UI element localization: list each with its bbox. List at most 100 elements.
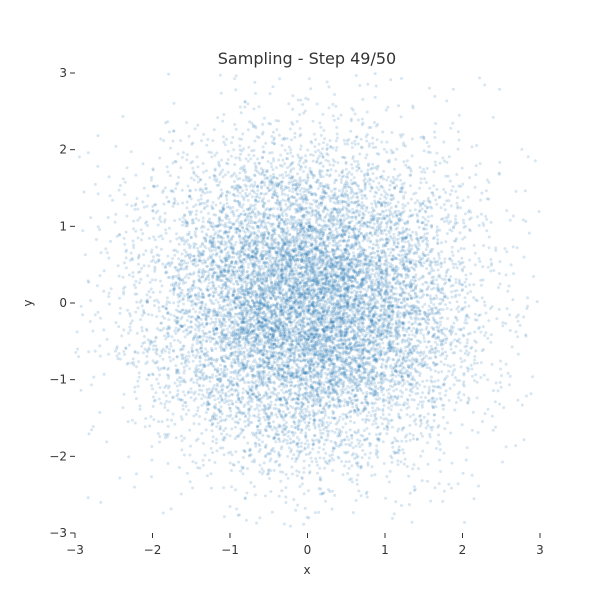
- scatter-point: [323, 339, 327, 343]
- scatter-point: [307, 77, 311, 81]
- scatter-point: [243, 346, 247, 350]
- scatter-point: [258, 463, 262, 467]
- scatter-point: [230, 235, 234, 239]
- scatter-point: [338, 434, 342, 438]
- scatter-point: [292, 440, 296, 444]
- scatter-point: [203, 260, 207, 264]
- scatter-point: [387, 273, 391, 277]
- scatter-point: [314, 241, 318, 245]
- scatter-point: [288, 524, 292, 528]
- scatter-point: [164, 231, 168, 235]
- scatter-point: [417, 225, 421, 229]
- scatter-point: [272, 303, 276, 307]
- scatter-point: [360, 377, 364, 381]
- scatter-point: [295, 120, 299, 124]
- scatter-point: [107, 295, 111, 299]
- scatter-point: [287, 446, 291, 450]
- scatter-point: [421, 251, 425, 255]
- scatter-point: [310, 383, 314, 387]
- scatter-point: [445, 269, 449, 273]
- scatter-point: [449, 332, 453, 336]
- scatter-point: [351, 336, 355, 340]
- scatter-point: [304, 197, 308, 201]
- scatter-point: [384, 108, 388, 112]
- scatter-point: [244, 518, 248, 522]
- scatter-point: [175, 394, 179, 398]
- scatter-point: [157, 235, 161, 239]
- scatter-point: [278, 375, 282, 379]
- scatter-point: [294, 262, 298, 266]
- scatter-point: [295, 401, 299, 405]
- scatter-point: [442, 220, 446, 224]
- scatter-point: [361, 207, 365, 211]
- scatter-point: [234, 296, 238, 300]
- scatter-point: [234, 88, 238, 92]
- scatter-point: [300, 218, 304, 222]
- scatter-point: [323, 277, 327, 281]
- scatter-point: [298, 189, 302, 193]
- scatter-point: [429, 379, 433, 383]
- scatter-point: [208, 396, 212, 400]
- scatter-point: [481, 347, 485, 351]
- scatter-point: [346, 175, 350, 179]
- scatter-point: [385, 264, 389, 268]
- scatter-point: [250, 195, 254, 199]
- scatter-point: [454, 189, 458, 193]
- scatter-point: [227, 268, 231, 272]
- scatter-point: [324, 438, 328, 442]
- scatter-point: [389, 318, 393, 322]
- scatter-point: [295, 272, 299, 276]
- scatter-point: [296, 312, 300, 316]
- scatter-point: [305, 283, 309, 287]
- scatter-point: [404, 163, 408, 167]
- scatter-point: [257, 105, 261, 109]
- scatter-point: [452, 266, 456, 270]
- scatter-point: [260, 322, 264, 326]
- scatter-point: [426, 322, 430, 326]
- scatter-point: [169, 146, 173, 150]
- scatter-point: [439, 470, 443, 474]
- scatter-point: [421, 449, 425, 453]
- scatter-point: [228, 191, 232, 195]
- scatter-point: [176, 181, 180, 185]
- scatter-point: [215, 449, 219, 453]
- scatter-point: [281, 198, 285, 202]
- scatter-point: [291, 94, 295, 98]
- scatter-point: [368, 363, 372, 367]
- scatter-point: [412, 278, 416, 282]
- scatter-point: [304, 434, 308, 438]
- scatter-point: [272, 360, 276, 364]
- scatter-point: [392, 243, 396, 247]
- scatter-point: [432, 296, 436, 300]
- scatter-point: [388, 183, 392, 187]
- scatter-point: [444, 281, 448, 285]
- scatter-point: [207, 275, 211, 279]
- scatter-point: [244, 316, 248, 320]
- scatter-point: [453, 408, 457, 412]
- scatter-point: [88, 320, 92, 324]
- scatter-point: [335, 344, 339, 348]
- scatter-point: [260, 320, 264, 324]
- scatter-point: [217, 408, 221, 412]
- scatter-point: [514, 444, 518, 448]
- scatter-point: [306, 404, 310, 408]
- scatter-point: [227, 394, 231, 398]
- scatter-point: [288, 437, 292, 441]
- scatter-point: [226, 271, 230, 275]
- scatter-point: [261, 317, 265, 321]
- scatter-point: [219, 363, 223, 367]
- scatter-point: [224, 173, 228, 177]
- scatter-point: [298, 176, 302, 180]
- scatter-point: [447, 155, 451, 159]
- scatter-point: [181, 302, 185, 306]
- scatter-point: [267, 335, 271, 339]
- scatter-point: [245, 188, 249, 192]
- scatter-point: [371, 306, 375, 310]
- scatter-point: [431, 404, 435, 408]
- scatter-point: [368, 444, 372, 448]
- scatter-point: [168, 400, 172, 404]
- scatter-point: [317, 317, 321, 321]
- scatter-point: [173, 253, 177, 257]
- scatter-point: [221, 295, 225, 299]
- scatter-point: [241, 363, 245, 367]
